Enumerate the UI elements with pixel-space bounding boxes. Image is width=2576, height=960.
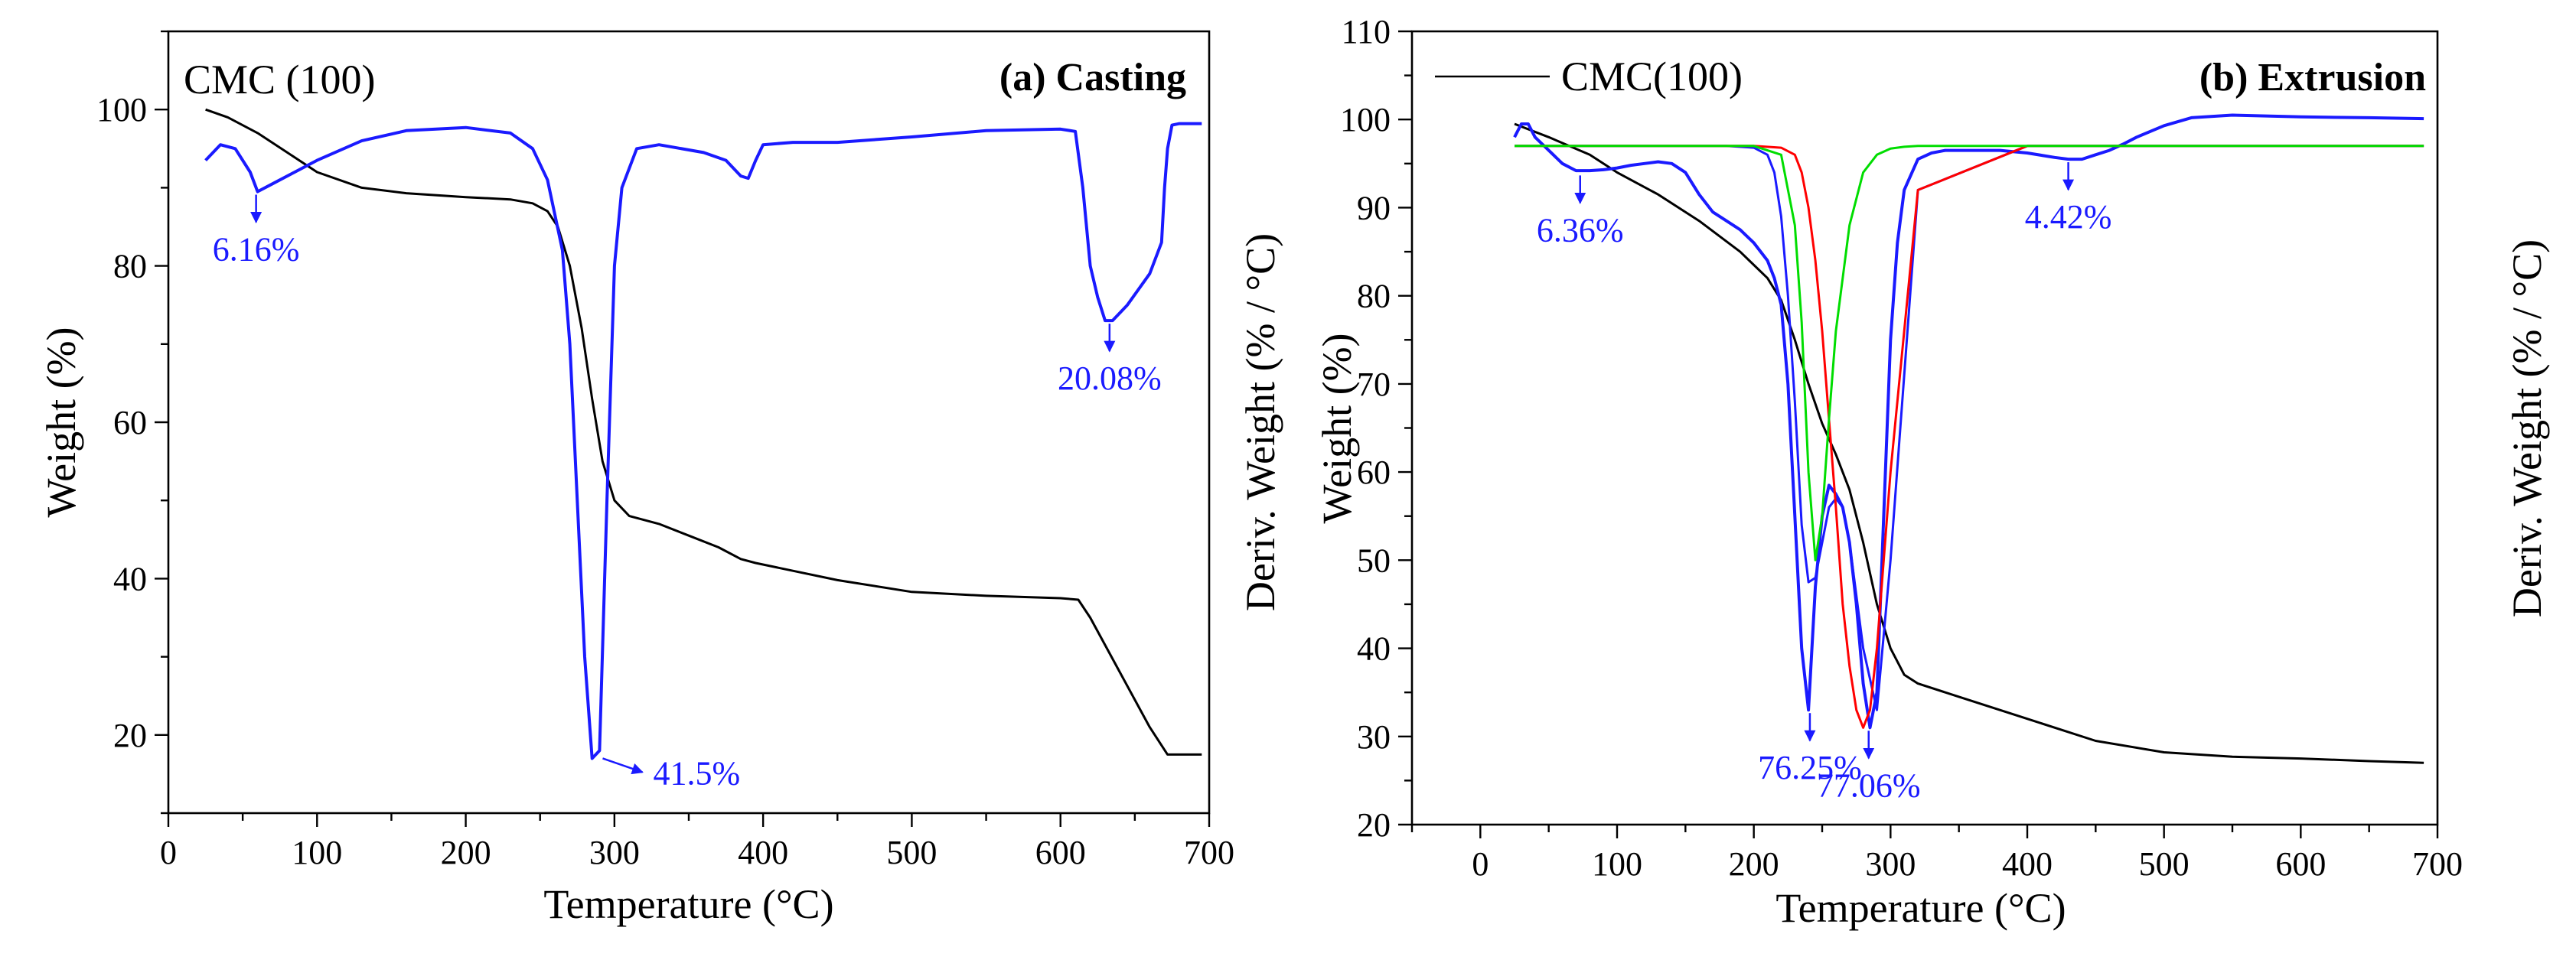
panel-b-right-axis-label: Deriv. Weight (% / °C)	[2504, 239, 2550, 617]
annotation: 76.25%	[1758, 713, 1862, 786]
y-tick-label: 100	[96, 91, 147, 129]
y-tick-label: 110	[1342, 13, 1391, 50]
annotation-label: 20.08%	[1058, 360, 1162, 397]
panel-b-extrusion: 0 100 200 300 400 500 600 700 20 30 40 50 60 70 80 90 1…	[1314, 13, 2550, 931]
annotation-label: 4.42%	[2025, 198, 2112, 236]
x-tick-label: 100	[1592, 845, 1642, 883]
series-deriv-weight	[1513, 113, 2424, 730]
panel-a-x-axis-label: Temperature (°C)	[543, 881, 833, 927]
x-tick-label: 300	[1865, 845, 1916, 883]
y-tick-label: 20	[1357, 806, 1391, 844]
series-fit-peak-1	[1515, 145, 2424, 711]
panel-b-frame	[1410, 30, 2439, 826]
panel-b-legend-label: CMC(100)	[1561, 54, 1743, 99]
annotation-label: 41.5%	[653, 754, 740, 792]
annotation-arrow	[602, 757, 644, 775]
y-tick-label: 60	[113, 404, 147, 441]
panel-b-x-ticks: 0 100 200 300 400 500 600 700	[1410, 825, 2463, 883]
x-tick-label: 500	[886, 834, 937, 871]
panel-a-y-ticks: 20 40 60 80 100	[96, 30, 168, 815]
annotation: 4.42%	[2025, 162, 2112, 236]
panel-a-annotations: 6.16% 41.5% 20.08%	[213, 194, 1162, 792]
y-tick-label: 50	[1357, 542, 1391, 579]
y-tick-label: 60	[1357, 454, 1391, 491]
x-tick-label: 0	[1472, 845, 1489, 883]
panel-a-x-ticks: 0 100 200 300 400 500 600 700	[160, 813, 1234, 871]
annotation-label: 77.06%	[1817, 766, 1921, 804]
y-tick-label: 80	[113, 248, 147, 285]
panel-a-right-axis-label: Deriv. Weight (% / °C)	[1237, 233, 1283, 611]
annotation: 77.06%	[1817, 731, 1921, 804]
panel-a-legend-label: CMC (100)	[184, 57, 376, 103]
series-weight	[1514, 122, 2424, 764]
x-tick-label: 500	[2139, 845, 2190, 883]
panel-b-series	[1513, 113, 2424, 764]
y-tick-label: 90	[1357, 189, 1391, 226]
panel-a-title: (a) Casting	[999, 56, 1186, 99]
panel-b-y-axis-label: Weight (%)	[1314, 333, 1360, 523]
panel-b-annotations: 6.36% 76.25%77.06% 4.42%	[1537, 162, 2111, 804]
y-tick-label: 80	[1357, 278, 1391, 315]
x-tick-label: 0	[160, 834, 177, 871]
x-tick-label: 600	[2275, 845, 2326, 883]
series-fit-peak-2	[1515, 145, 2424, 729]
y-tick-label: 30	[1357, 718, 1391, 756]
x-tick-label: 400	[738, 834, 788, 871]
x-tick-label: 300	[589, 834, 640, 871]
y-tick-label: 40	[1357, 630, 1391, 668]
x-tick-label: 400	[2002, 845, 2053, 883]
y-tick-label: 20	[113, 717, 147, 754]
annotation: 6.36%	[1537, 175, 1624, 249]
annotation: 41.5%	[602, 754, 740, 792]
annotation-label: 76.25%	[1758, 749, 1862, 786]
x-tick-label: 700	[1184, 834, 1234, 871]
panel-a-series	[204, 108, 1202, 760]
panel-b-title: (b) Extrusion	[2199, 56, 2426, 99]
series-deriv-weight	[204, 122, 1202, 760]
x-tick-label: 100	[292, 834, 342, 871]
series-weight	[205, 108, 1202, 756]
y-tick-label: 100	[1340, 101, 1391, 138]
annotation-label: 6.36%	[1537, 211, 1624, 249]
x-tick-label: 700	[2412, 845, 2463, 883]
y-tick-label: 40	[113, 560, 147, 597]
x-tick-label: 200	[1729, 845, 1779, 883]
panel-a-casting: 0 100 200 300 400 500 600 700 20 40 60 80 100 6.16%…	[38, 30, 1283, 927]
annotation-label: 6.16%	[213, 231, 300, 268]
annotation: 6.16%	[213, 194, 300, 268]
panel-a-y-axis-label: Weight (%)	[38, 327, 84, 517]
x-tick-label: 200	[441, 834, 491, 871]
x-tick-label: 600	[1035, 834, 1086, 871]
annotation: 20.08%	[1058, 324, 1162, 397]
panel-b-x-axis-label: Temperature (°C)	[1775, 885, 2066, 931]
series-fit-peak-3	[1515, 145, 2424, 561]
y-tick-label: 70	[1357, 366, 1391, 403]
panel-b-y-ticks: 20 30 40 50 60 70 80 90 100 110	[1340, 13, 1412, 844]
